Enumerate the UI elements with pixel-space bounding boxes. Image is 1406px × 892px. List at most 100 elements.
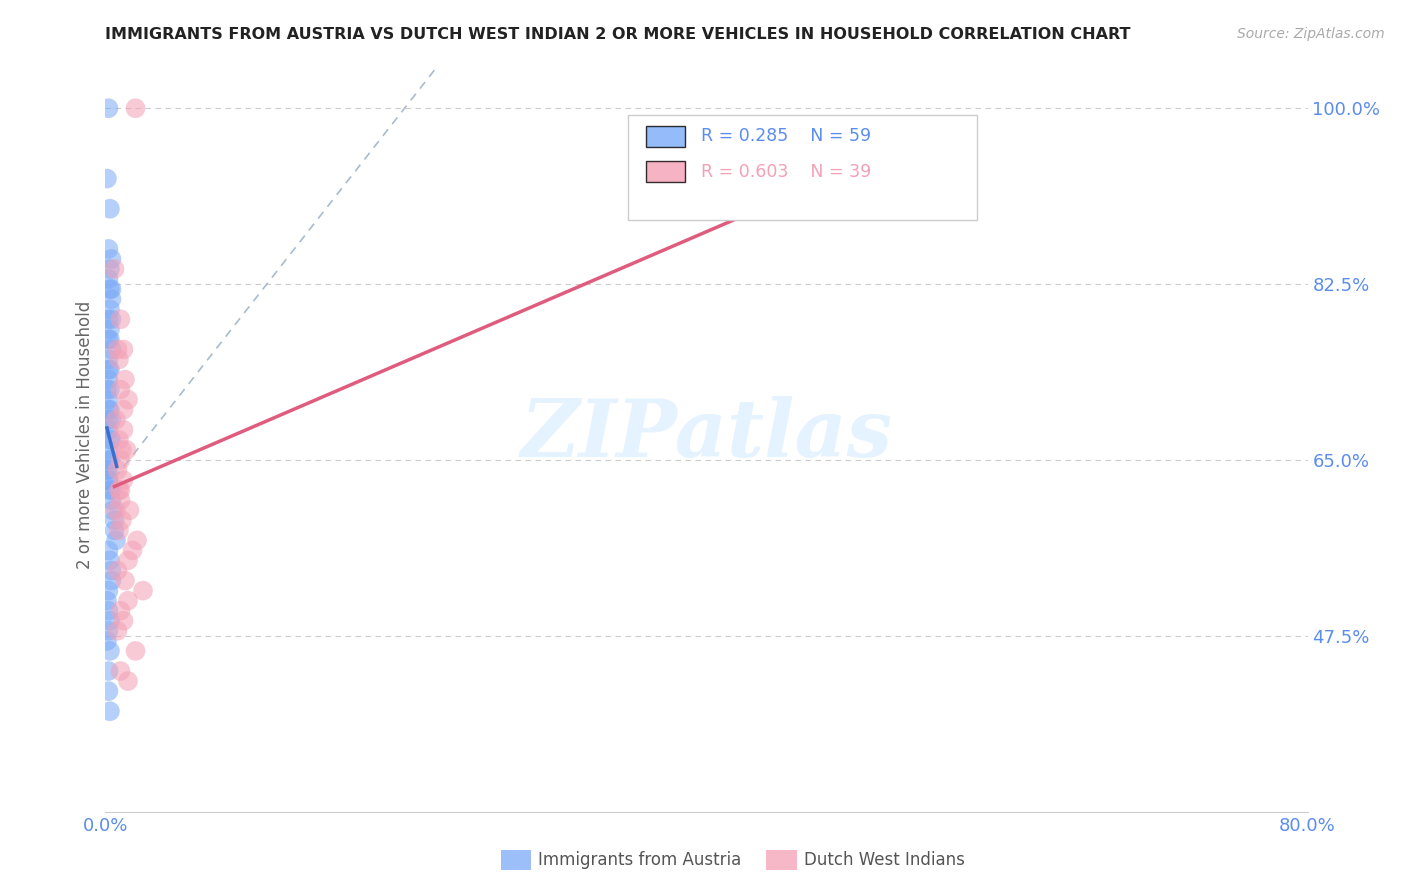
Point	[96, 383, 118, 397]
Point	[107, 343, 129, 357]
Point	[112, 423, 135, 437]
Text: IMMIGRANTS FROM AUSTRIA VS DUTCH WEST INDIAN 2 OR MORE VEHICLES IN HOUSEHOLD COR: IMMIGRANTS FROM AUSTRIA VS DUTCH WEST IN…	[105, 27, 1130, 42]
Point	[98, 553, 121, 567]
Point	[100, 493, 122, 508]
FancyBboxPatch shape	[647, 126, 685, 147]
Point	[100, 292, 122, 306]
Point	[921, 121, 943, 136]
Point	[96, 633, 118, 648]
Point	[104, 413, 127, 427]
Point	[97, 242, 120, 256]
FancyBboxPatch shape	[628, 114, 977, 220]
Point	[111, 442, 134, 457]
Point	[96, 171, 118, 186]
Point	[97, 392, 120, 407]
Point	[110, 604, 132, 618]
Point	[125, 533, 148, 548]
Point	[98, 322, 121, 336]
Point	[124, 644, 146, 658]
Point	[110, 493, 132, 508]
Point	[114, 574, 136, 588]
Point	[100, 282, 122, 296]
Point	[97, 543, 120, 558]
Point	[114, 373, 136, 387]
Point	[98, 362, 121, 376]
Point	[103, 262, 125, 277]
Point	[100, 574, 122, 588]
Point	[124, 101, 146, 115]
Point	[107, 463, 129, 477]
Point	[118, 503, 141, 517]
Point	[98, 302, 121, 317]
Point	[100, 483, 122, 497]
Text: Source: ZipAtlas.com: Source: ZipAtlas.com	[1237, 27, 1385, 41]
Point	[97, 423, 120, 437]
Point	[101, 503, 124, 517]
Point	[98, 704, 121, 718]
Point	[115, 442, 138, 457]
Y-axis label: 2 or more Vehicles in Household: 2 or more Vehicles in Household	[76, 301, 94, 569]
Point	[97, 332, 120, 346]
Point	[104, 503, 127, 517]
Point	[97, 272, 120, 286]
Point	[108, 483, 131, 497]
Point	[96, 593, 118, 607]
Point	[97, 664, 120, 678]
Point	[98, 332, 121, 346]
Point	[112, 343, 135, 357]
Point	[104, 533, 127, 548]
Point	[110, 383, 132, 397]
Point	[108, 524, 131, 538]
Point	[107, 624, 129, 638]
Point	[110, 664, 132, 678]
Point	[97, 101, 120, 115]
Point	[108, 433, 131, 447]
Text: R = 0.603    N = 39: R = 0.603 N = 39	[700, 163, 870, 181]
Point	[98, 483, 121, 497]
Point	[97, 684, 120, 698]
Point	[98, 202, 121, 216]
Point	[117, 392, 139, 407]
Point	[97, 362, 120, 376]
Point	[98, 383, 121, 397]
Point	[100, 252, 122, 266]
Point	[98, 402, 121, 417]
Point	[98, 262, 121, 277]
Point	[112, 402, 135, 417]
Point	[112, 614, 135, 628]
Point	[97, 402, 120, 417]
Point	[98, 433, 121, 447]
Point	[110, 483, 132, 497]
Point	[98, 644, 121, 658]
Text: Dutch West Indians: Dutch West Indians	[804, 851, 965, 869]
Point	[103, 524, 125, 538]
Point	[97, 473, 120, 487]
Point	[112, 473, 135, 487]
Point	[97, 442, 120, 457]
Point	[132, 583, 155, 598]
Point	[97, 312, 120, 326]
Point	[100, 433, 122, 447]
Point	[103, 513, 125, 527]
Point	[98, 282, 121, 296]
Point	[97, 373, 120, 387]
Point	[100, 343, 122, 357]
Point	[98, 453, 121, 467]
Point	[100, 564, 122, 578]
Point	[97, 453, 120, 467]
Point	[108, 352, 131, 367]
Point	[107, 564, 129, 578]
Point	[100, 413, 122, 427]
Point	[96, 463, 118, 477]
Point	[97, 583, 120, 598]
Point	[121, 543, 143, 558]
Point	[100, 312, 122, 326]
Point	[97, 413, 120, 427]
Point	[97, 604, 120, 618]
Text: R = 0.285    N = 59: R = 0.285 N = 59	[700, 128, 870, 145]
Point	[117, 593, 139, 607]
Point	[98, 614, 121, 628]
Point	[97, 473, 120, 487]
Point	[117, 553, 139, 567]
Point	[97, 624, 120, 638]
